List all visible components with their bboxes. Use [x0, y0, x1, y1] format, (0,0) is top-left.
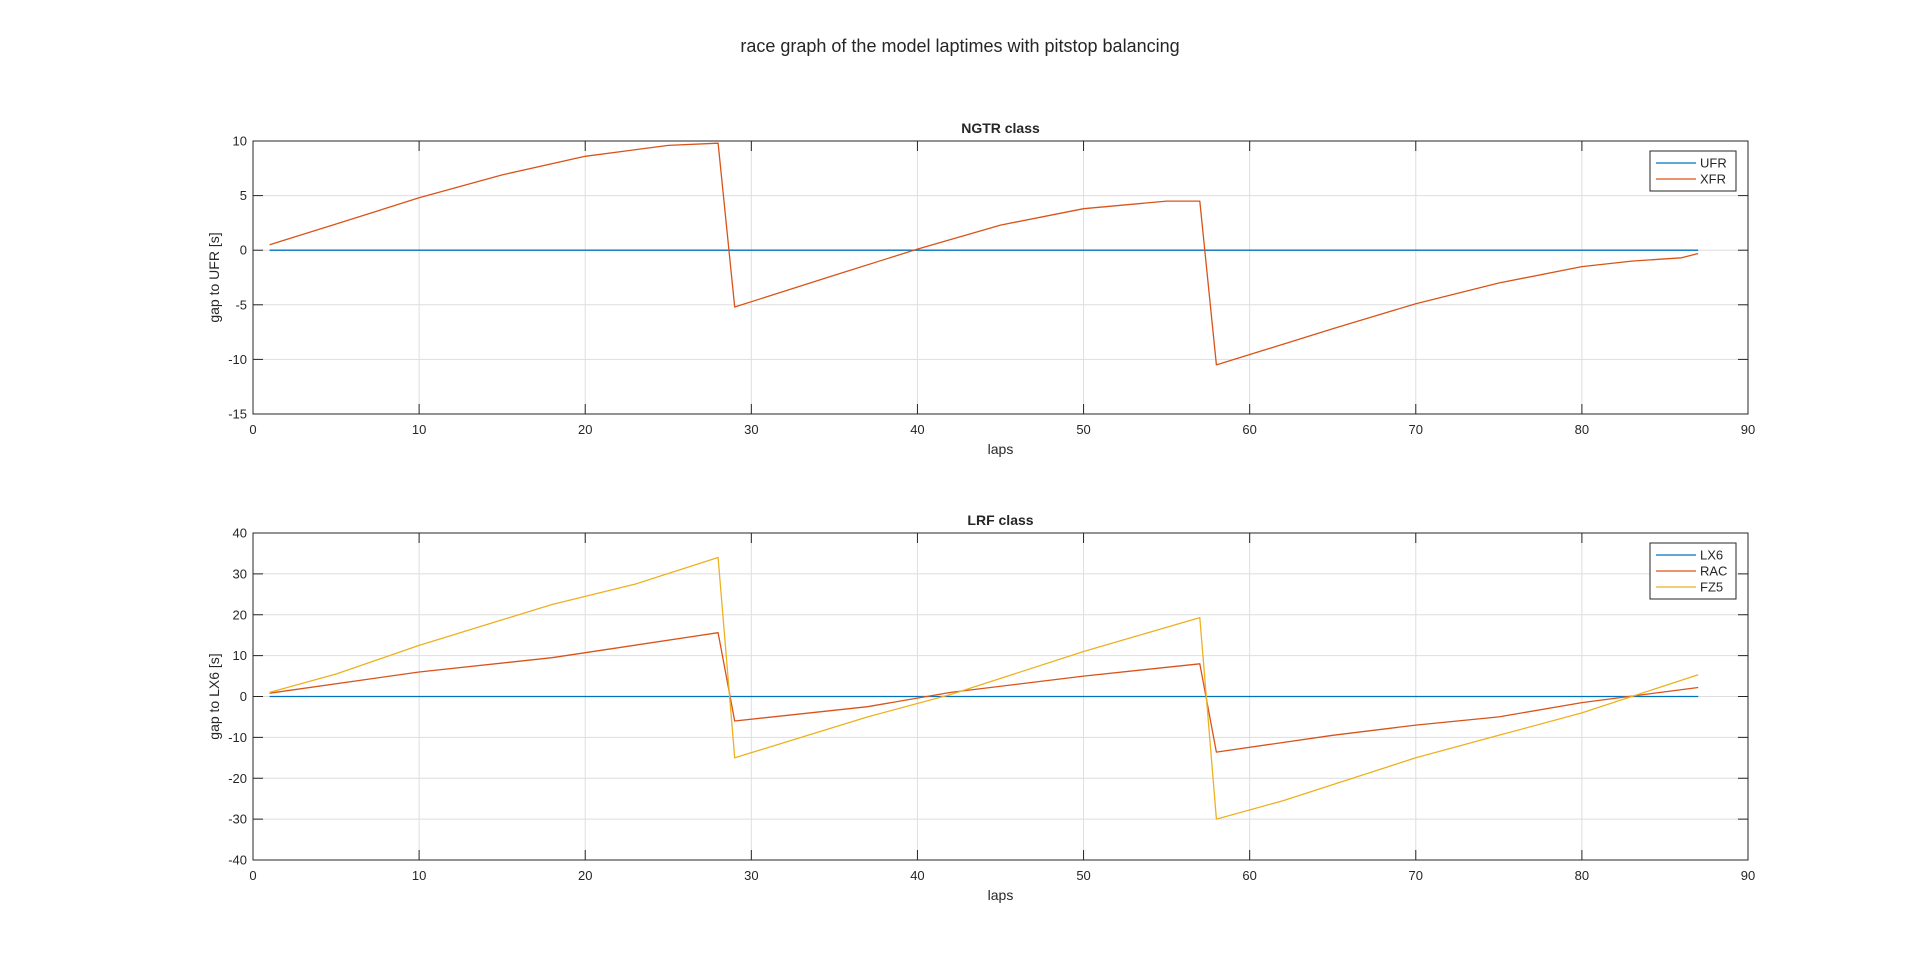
- x-tick-label: 60: [1242, 422, 1256, 437]
- axes-ngtr: 0 10 20 30 40 50 60 70 80 90 -15 -10 -5 0 5 10 NGTR cla…: [206, 120, 1755, 457]
- y-tick-label: -15: [228, 407, 247, 422]
- x-tick-label: 0: [249, 422, 256, 437]
- y-tick-label: 20: [233, 607, 247, 622]
- y-tick-label: -20: [228, 771, 247, 786]
- y-tick-label: 0: [240, 689, 247, 704]
- y-axis-label: gap to LX6 [s]: [206, 653, 222, 739]
- x-tick-label: 0: [249, 868, 256, 883]
- axes-frame: [252, 140, 1749, 415]
- x-tick-label: 30: [744, 868, 758, 883]
- y-tick-label: 5: [240, 188, 247, 203]
- y-tick-label: 10: [233, 134, 247, 149]
- y-axis-label: gap to UFR [s]: [206, 232, 222, 322]
- x-tick-label: 10: [412, 422, 426, 437]
- y-tick-label: -30: [228, 812, 247, 827]
- y-tick-label: 0: [240, 243, 247, 258]
- x-axis-label: laps: [988, 887, 1014, 903]
- x-tick-label: 40: [910, 868, 924, 883]
- x-tick-label: 30: [744, 422, 758, 437]
- figure-title: race graph of the model laptimes with pi…: [740, 36, 1180, 56]
- plot-area: [253, 141, 1748, 414]
- legend-entry: UFR: [1700, 156, 1727, 171]
- x-tick-label: 90: [1741, 422, 1755, 437]
- legend-entry: FZ5: [1700, 580, 1723, 595]
- x-tick-label: 40: [910, 422, 924, 437]
- legend-entry: RAC: [1700, 564, 1727, 579]
- x-tick-label: 50: [1076, 868, 1090, 883]
- x-tick-label: 50: [1076, 422, 1090, 437]
- x-tick-label: 90: [1741, 868, 1755, 883]
- x-tick-label: 70: [1409, 868, 1423, 883]
- x-tick-label: 10: [412, 868, 426, 883]
- y-tick-label: -5: [235, 297, 247, 312]
- y-tick-label: 10: [233, 648, 247, 663]
- x-tick-label: 70: [1409, 422, 1423, 437]
- series-line-fz5: [269, 556, 1699, 820]
- y-tick-label: -40: [228, 853, 247, 868]
- series-line-xfr: [269, 142, 1699, 366]
- legend-entry: LX6: [1700, 548, 1723, 563]
- y-tick-label: 40: [233, 526, 247, 541]
- y-tick-label: -10: [228, 352, 247, 367]
- x-tick-label: 80: [1575, 422, 1589, 437]
- axes-title: NGTR class: [961, 120, 1040, 136]
- series-line-rac: [269, 632, 1699, 753]
- x-tick-label: 80: [1575, 868, 1589, 883]
- axes-title: LRF class: [967, 512, 1033, 528]
- x-axis-label: laps: [988, 441, 1014, 457]
- x-tick-label: 60: [1242, 868, 1256, 883]
- y-tick-label: 30: [233, 566, 247, 581]
- legend-box: [1649, 150, 1737, 192]
- legend-entry: XFR: [1700, 172, 1726, 187]
- y-tick-label: -10: [228, 730, 247, 745]
- x-tick-label: 20: [578, 422, 592, 437]
- axes-lrf: 0 10 20 30 40 50 60 70 80 90 -40 -30 -20 -10 0 10 20 30 40…: [206, 512, 1755, 903]
- x-tick-label: 20: [578, 868, 592, 883]
